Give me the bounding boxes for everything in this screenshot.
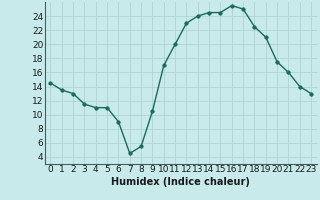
X-axis label: Humidex (Indice chaleur): Humidex (Indice chaleur) xyxy=(111,177,250,187)
